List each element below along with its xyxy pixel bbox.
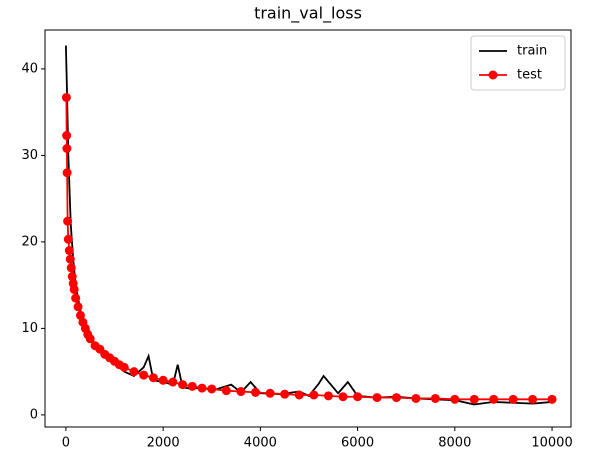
point bbox=[280, 389, 290, 399]
point bbox=[62, 143, 72, 153]
point bbox=[265, 388, 275, 398]
point bbox=[178, 380, 188, 390]
point bbox=[71, 293, 81, 303]
point bbox=[338, 392, 348, 402]
point bbox=[309, 390, 319, 400]
x-tick-label: 0 bbox=[62, 436, 70, 451]
y-tick-label: 40 bbox=[21, 61, 38, 76]
point bbox=[372, 393, 382, 403]
point bbox=[69, 284, 79, 294]
point bbox=[62, 131, 72, 141]
chart-title: train_val_loss bbox=[254, 4, 362, 24]
point bbox=[85, 334, 95, 344]
plot-frame bbox=[44, 29, 572, 428]
point bbox=[411, 393, 421, 403]
point bbox=[148, 373, 158, 383]
series-line bbox=[65, 97, 553, 401]
legend-label: test bbox=[517, 68, 542, 83]
point bbox=[323, 391, 333, 401]
x-tick-label: 8000 bbox=[438, 436, 471, 451]
point bbox=[139, 370, 149, 380]
point bbox=[528, 394, 538, 404]
point bbox=[73, 302, 83, 312]
point bbox=[430, 393, 440, 403]
point bbox=[197, 383, 207, 393]
point bbox=[63, 216, 73, 226]
point bbox=[469, 394, 479, 404]
point bbox=[250, 387, 260, 397]
point bbox=[63, 234, 73, 244]
x-tick-label: 2000 bbox=[147, 436, 180, 451]
point bbox=[236, 387, 246, 397]
point bbox=[489, 394, 499, 404]
point bbox=[391, 393, 401, 403]
point bbox=[64, 246, 74, 256]
point bbox=[207, 384, 217, 394]
point bbox=[168, 377, 178, 387]
legend-marker bbox=[488, 70, 498, 80]
legend-label: train bbox=[517, 44, 547, 59]
point bbox=[294, 390, 304, 400]
x-tick-label: 6000 bbox=[341, 436, 374, 451]
y-tick-label: 10 bbox=[21, 321, 38, 336]
point bbox=[65, 254, 75, 264]
point bbox=[62, 168, 72, 178]
x-tick-label: 10000 bbox=[531, 436, 572, 451]
y-tick-label: 30 bbox=[21, 148, 38, 163]
point bbox=[67, 272, 77, 282]
y-tick-label: 20 bbox=[21, 234, 38, 249]
point bbox=[508, 394, 518, 404]
point bbox=[221, 386, 231, 396]
point bbox=[187, 381, 197, 391]
point bbox=[129, 367, 139, 377]
point bbox=[61, 92, 71, 102]
point bbox=[158, 375, 168, 385]
y-tick-label: 0 bbox=[30, 407, 38, 422]
x-tick-label: 4000 bbox=[244, 436, 277, 451]
point bbox=[119, 362, 129, 372]
point bbox=[353, 392, 363, 402]
point bbox=[66, 263, 76, 273]
point bbox=[75, 310, 85, 320]
series-line bbox=[65, 45, 553, 406]
point bbox=[547, 394, 557, 404]
point bbox=[450, 394, 460, 404]
